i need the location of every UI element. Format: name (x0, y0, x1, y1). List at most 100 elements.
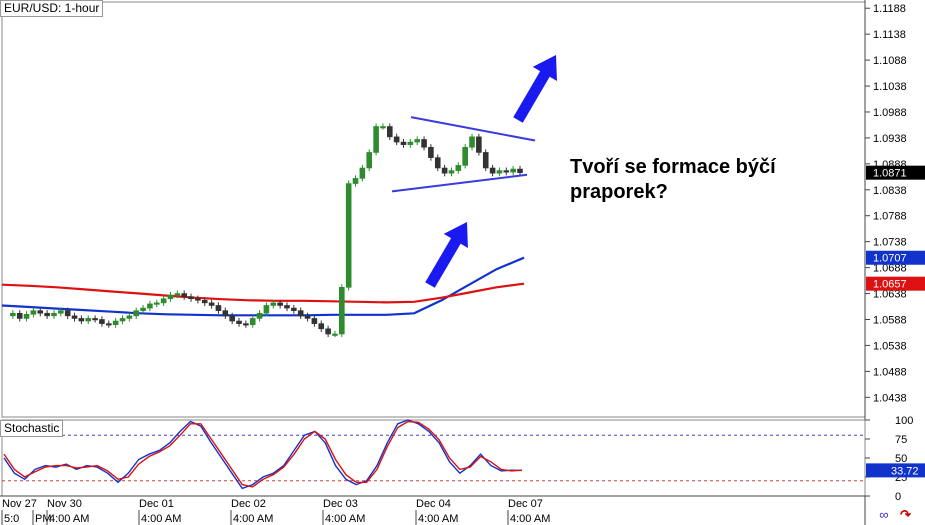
annotations (391, 55, 557, 288)
time-label: 4:00 AM (233, 513, 273, 525)
price-tag (866, 250, 925, 265)
time-label: 4:00 AM (141, 513, 181, 525)
candle-body (284, 305, 290, 309)
time-label: 5:0 (4, 513, 19, 525)
candle-body (496, 170, 503, 174)
chart-title: EUR/USD: 1-hour (0, 0, 104, 17)
price-tick-label: 1.0588 (873, 314, 907, 326)
moving-average-line-2 (1, 282, 525, 304)
price-tick-label: 1.1138 (873, 29, 906, 41)
candle-body (386, 126, 393, 138)
candle-body (215, 305, 222, 311)
date-label: Dec 07 (508, 498, 543, 510)
candle-body (428, 146, 434, 158)
candle-body (236, 320, 242, 324)
candle-body (30, 310, 37, 315)
candle-body (434, 157, 441, 169)
candle-body (462, 146, 468, 166)
price-tick-label: 1.0838 (873, 185, 907, 197)
candle-body (229, 315, 235, 322)
up-arrow-upper-shaft (513, 63, 554, 123)
bottom-toolbar: ∞ ↷ (871, 507, 911, 523)
candle-body (195, 298, 201, 301)
price-tick-label: 1.0738 (873, 237, 907, 249)
price-tick-label: 1.1188 (873, 3, 906, 15)
date-label: Dec 01 (139, 498, 174, 510)
arrow-icon[interactable]: ↷ (900, 507, 911, 522)
candle-body (318, 323, 325, 330)
price-tick-label: 1.0638 (873, 289, 907, 301)
up-arrow-upper-head (532, 55, 557, 82)
pennant-lower-line (391, 173, 528, 193)
stochastic-tick-label: 0 (895, 491, 901, 503)
pennant-upper-line (410, 116, 536, 142)
candle-body (23, 313, 30, 319)
candle-body (140, 307, 146, 311)
price-tag (866, 165, 925, 180)
price-tick-label: 1.1038 (873, 81, 907, 93)
candle-body (133, 310, 140, 317)
candle-body (119, 318, 126, 322)
candle-body (297, 310, 304, 317)
candle-body (181, 293, 187, 297)
stochastic-tick-label: 75 (895, 434, 907, 446)
candle-body (469, 136, 475, 148)
link-icon[interactable]: ∞ (879, 507, 889, 522)
price-tag-label: 1.0871 (873, 168, 907, 180)
time-label: 4:00 AM (49, 513, 89, 525)
date-label: Dec 03 (323, 498, 358, 510)
candle-body (78, 318, 85, 322)
candle-body (325, 328, 331, 335)
date-label: Nov 30 (47, 498, 82, 510)
candle-body (291, 307, 297, 311)
candle-body (277, 302, 283, 306)
candle-body (311, 318, 318, 324)
candle-body (359, 167, 366, 179)
time-label: 4:00 AM (325, 513, 365, 525)
candle-body (160, 298, 167, 304)
candle-body (476, 136, 482, 153)
candle-body (71, 315, 78, 319)
candle-body (201, 299, 208, 304)
candle-body (106, 323, 112, 326)
candle-body (407, 141, 414, 145)
candle-body (393, 136, 400, 143)
candle-body (44, 312, 50, 317)
candle-body (37, 310, 44, 314)
time-label: 4:00 AM (510, 513, 550, 525)
date-label: Nov 27 (2, 498, 37, 510)
candle-body (517, 168, 523, 173)
price-tag (866, 276, 925, 291)
candle-body (489, 167, 496, 174)
candle-body (64, 310, 71, 317)
time-axis: Nov 27 Nov 30 Dec 01 Dec 02 Dec 03 Dec 04 Dec … (0, 495, 865, 525)
candlesticks (10, 123, 523, 338)
candle-body (380, 126, 386, 129)
date-label: Dec 02 (231, 498, 266, 510)
price-tick-label: 1.0538 (873, 340, 907, 352)
stochastic-tick-label: 50 (895, 453, 907, 465)
stochastic-title: Stochastic (0, 420, 64, 437)
candle-body (482, 152, 489, 169)
candle-body (503, 170, 510, 173)
candle-body (147, 303, 153, 309)
candle-body (345, 183, 352, 288)
candle-body (263, 305, 270, 314)
price-tag-label: 1.0707 (873, 253, 907, 265)
candle-body (92, 318, 98, 321)
candle-body (256, 312, 263, 319)
stochastic-value-tag (866, 463, 925, 478)
price-tick-label: 1.0688 (873, 263, 907, 275)
up-arrow-lower-head (443, 222, 468, 249)
price-axis: 1.1188 1.1138 1.1088 1.1038 1.0988 1.0938 1.08… (865, 3, 925, 404)
candle-body (51, 312, 57, 317)
price-tick-label: 1.0438 (873, 392, 907, 404)
candle-body (222, 310, 229, 317)
candle-body (112, 320, 119, 325)
candle-body (58, 310, 64, 314)
price-tick-label: 1.0988 (873, 107, 907, 119)
candle-body (126, 315, 133, 319)
up-arrow-lower-shaft (425, 230, 466, 288)
